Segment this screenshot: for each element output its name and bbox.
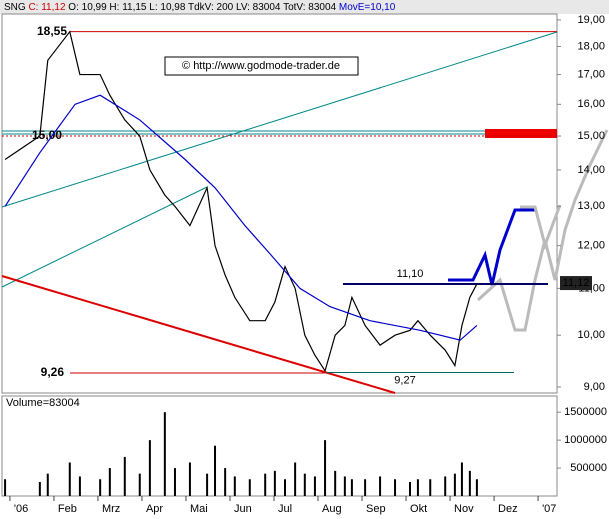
header: SNG C: 11,12 O: 10,99 H: 11,15 L: 10,98 … bbox=[4, 2, 396, 13]
x-tick-label: Feb bbox=[58, 503, 77, 515]
volume-bar bbox=[214, 445, 217, 496]
x-tick-label: Aug bbox=[322, 503, 342, 515]
volume-bar bbox=[379, 476, 382, 496]
volume-bar bbox=[148, 440, 151, 496]
watermark: © http://www.godmode-trader.de bbox=[182, 60, 340, 72]
y-tick-label: 14,00 bbox=[577, 164, 605, 176]
volume-title: Volume=83004 bbox=[6, 397, 80, 409]
y-tick-label: 17,00 bbox=[577, 68, 605, 80]
level-label: 9,26 bbox=[41, 365, 65, 379]
volume-bar bbox=[334, 470, 337, 496]
level-label: 18,55 bbox=[37, 24, 67, 38]
x-tick-label: Mrz bbox=[102, 503, 120, 515]
projection bbox=[448, 208, 535, 286]
volume-bar bbox=[233, 476, 236, 496]
volume-bar bbox=[343, 476, 346, 496]
volume-bar bbox=[444, 476, 447, 496]
volume-bar bbox=[313, 476, 316, 496]
volume-bar bbox=[350, 479, 353, 496]
volume-bar bbox=[99, 479, 102, 496]
y-tick-label: 18,00 bbox=[577, 40, 605, 52]
ohlc: O: 10,99 H: 11,15 L: 10,98 TdkV: 200 LV:… bbox=[68, 2, 336, 13]
level-label: 15,00 bbox=[32, 128, 62, 142]
volume-bar bbox=[429, 479, 432, 496]
y-tick-label: 13,00 bbox=[577, 200, 605, 212]
volume-bar bbox=[4, 479, 7, 496]
volume-bar bbox=[364, 479, 367, 496]
volume-bar bbox=[173, 468, 176, 496]
volume-bar bbox=[248, 479, 251, 496]
y-tick-label: 15,00 bbox=[577, 130, 605, 142]
volume-bar bbox=[206, 473, 209, 496]
x-tick-label: Dez bbox=[498, 503, 518, 515]
volume-bar bbox=[78, 476, 81, 496]
y-tick-label: 10,00 bbox=[577, 329, 605, 341]
y-tick-label: 1500000 bbox=[564, 406, 607, 418]
volume-bar bbox=[68, 462, 71, 496]
volume-bar bbox=[38, 482, 41, 496]
symbol: SNG bbox=[4, 2, 26, 13]
support-line bbox=[1, 275, 396, 394]
y-tick-label: 12,00 bbox=[577, 240, 605, 252]
resistance-zone bbox=[485, 129, 557, 138]
volume-bar bbox=[138, 473, 141, 496]
volume-bar bbox=[394, 479, 397, 496]
volume-bar bbox=[273, 470, 276, 496]
header-bar bbox=[0, 0, 609, 14]
x-tick-label: '07 bbox=[542, 503, 556, 515]
volume-bar bbox=[460, 462, 463, 496]
volume-bar bbox=[224, 468, 227, 496]
y-tick-label: 9,00 bbox=[584, 381, 605, 393]
level-label: 9,27 bbox=[394, 374, 415, 386]
volume-bar bbox=[475, 479, 478, 496]
volume-bar bbox=[264, 473, 267, 496]
volume-bar bbox=[324, 440, 327, 496]
x-tick-label: Sep bbox=[366, 503, 386, 515]
volume-bar bbox=[303, 473, 306, 496]
x-tick-label: '06 bbox=[14, 503, 28, 515]
volume-bar bbox=[416, 479, 419, 496]
trend-line bbox=[1, 31, 558, 208]
y-tick-label: 1000000 bbox=[564, 434, 607, 446]
price-line bbox=[4, 30, 478, 373]
plot-frame bbox=[1, 13, 558, 394]
volume-bar bbox=[294, 462, 297, 496]
projection-alt bbox=[520, 204, 562, 250]
move: MovE=10,10 bbox=[339, 2, 396, 13]
x-tick-label: Jun bbox=[234, 503, 252, 515]
volume-bar bbox=[108, 468, 111, 496]
volume-frame bbox=[1, 395, 558, 497]
y-tick-label: 19,00 bbox=[577, 14, 605, 26]
close: C: 11,12 bbox=[28, 2, 65, 13]
y-tick-label: 500000 bbox=[570, 462, 607, 474]
volume-bar bbox=[46, 473, 49, 496]
watermark-box bbox=[164, 56, 359, 76]
volume-bar bbox=[188, 462, 191, 496]
x-tick-label: Nov bbox=[454, 503, 474, 515]
price-line bbox=[4, 94, 478, 341]
volume-bar bbox=[408, 482, 411, 496]
volume-bar bbox=[123, 456, 126, 496]
price-box-label: 11,12 bbox=[563, 277, 590, 289]
y-tick-label: 16,00 bbox=[577, 98, 605, 110]
price-box bbox=[560, 276, 592, 291]
volume-bar bbox=[163, 412, 166, 496]
volume-bar bbox=[284, 479, 287, 496]
volume-bar bbox=[453, 473, 456, 496]
x-tick-label: Mai bbox=[190, 503, 208, 515]
volume-bar bbox=[468, 470, 471, 496]
x-tick-label: Apr bbox=[146, 503, 163, 515]
x-tick-label: Okt bbox=[410, 503, 427, 515]
level-label: 11,10 bbox=[397, 268, 424, 280]
x-tick-label: Jul bbox=[278, 503, 292, 515]
